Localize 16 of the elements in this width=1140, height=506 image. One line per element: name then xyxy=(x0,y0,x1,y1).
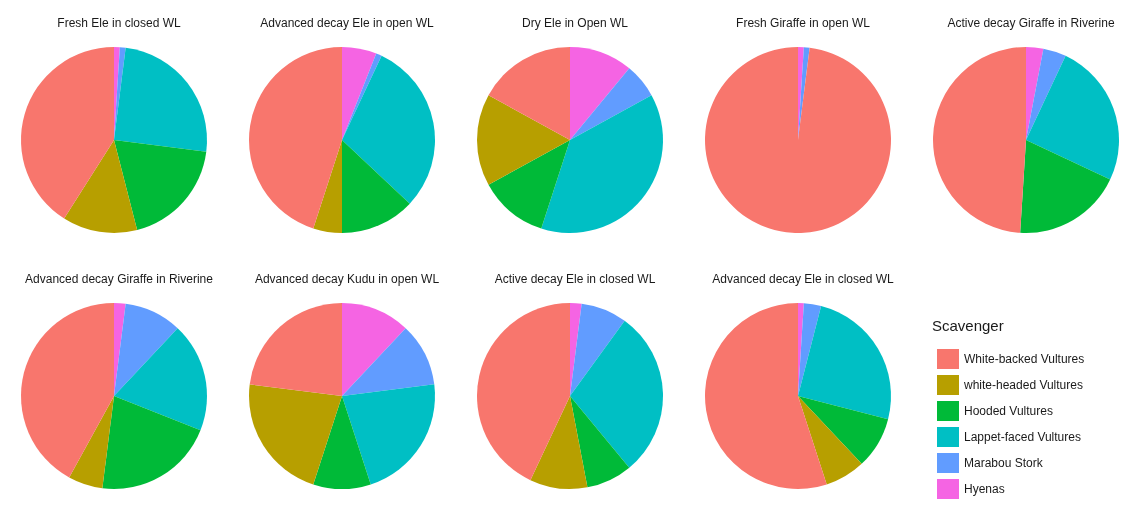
chart-title: Advanced decay Kudu in open WL xyxy=(254,272,440,286)
legend-title: Scavenger xyxy=(932,317,1004,334)
legend-label: white-headed Vultures xyxy=(963,378,1083,392)
chart-title: Dry Ele in Open WL xyxy=(521,16,629,30)
chart-title: Advanced decay Giraffe in Riverine xyxy=(25,272,214,286)
legend-label: White-backed Vultures xyxy=(964,352,1085,366)
legend-label: Hyenas xyxy=(964,482,1005,496)
chart-title: Advanced decay Ele in closed WL xyxy=(712,272,895,286)
chart-title: Fresh Giraffe in open WL xyxy=(736,16,871,30)
legend-label: Marabou Stork xyxy=(964,456,1044,470)
chart-title: Active decay Ele in closed WL xyxy=(494,272,656,286)
chart-title: Active decay Giraffe in Riverine xyxy=(947,16,1115,30)
chart-title: Advanced decay Ele in open WL xyxy=(260,16,435,30)
chart-title: Fresh Ele in closed WL xyxy=(57,16,182,30)
legend-label: Hooded Vultures xyxy=(964,404,1053,418)
legend-label: Lappet-faced Vultures xyxy=(964,430,1081,444)
